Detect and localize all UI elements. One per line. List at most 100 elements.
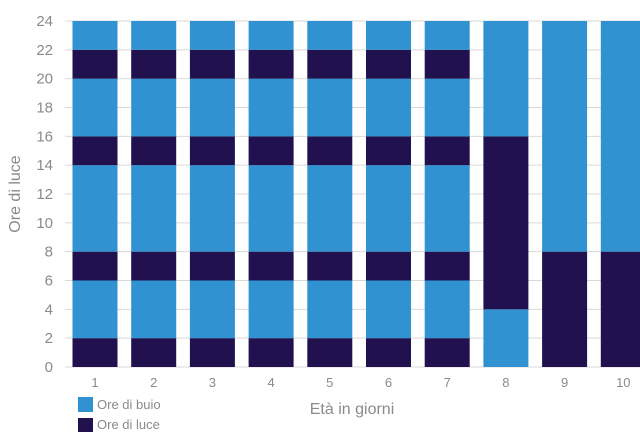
y-tick-label: 10 [36, 215, 53, 232]
bar-segment-ore-di-buio [424, 21, 470, 50]
x-axis-title: Età in giorni [310, 401, 395, 418]
bar-stack [600, 21, 640, 367]
bar-segment-ore-di-luce [424, 251, 470, 281]
legend: Ore di buio Ore di luce [78, 397, 161, 432]
bar-segment-ore-di-buio [307, 21, 353, 50]
x-tick-label: 4 [267, 375, 274, 390]
y-tick-label: 12 [36, 186, 53, 203]
bars [72, 21, 640, 367]
bar-segment-ore-di-buio [366, 21, 411, 50]
bar-segment-ore-di-buio [248, 21, 294, 50]
bar-segment-ore-di-buio [424, 165, 470, 252]
bar-segment-ore-di-luce [131, 251, 177, 281]
x-tick-label: 9 [561, 375, 568, 390]
bar-segment-ore-di-luce [248, 251, 294, 281]
bar-segment-ore-di-luce [131, 49, 177, 79]
bar-stack [366, 21, 411, 367]
bar-stack [189, 21, 235, 367]
bar-segment-ore-di-luce [189, 251, 235, 281]
bar-segment-ore-di-luce [189, 49, 235, 79]
bar-segment-ore-di-buio [72, 78, 118, 137]
x-tick-label: 3 [209, 375, 216, 390]
bar-segment-ore-di-luce [366, 49, 411, 79]
bar-segment-ore-di-luce [72, 338, 118, 367]
bar-stack [542, 21, 588, 367]
bar-segment-ore-di-buio [72, 21, 118, 50]
bar-segment-ore-di-luce [483, 136, 529, 310]
legend-swatch-dark [78, 397, 93, 412]
bar-segment-ore-di-buio [189, 78, 235, 137]
bar-segment-ore-di-buio [189, 21, 235, 50]
bar-stack [248, 21, 294, 367]
y-tick-label: 0 [45, 359, 53, 376]
x-tick-label: 1 [91, 375, 98, 390]
bar-segment-ore-di-luce [542, 251, 588, 367]
bar-segment-ore-di-luce [366, 338, 411, 367]
bar-segment-ore-di-buio [248, 280, 294, 339]
x-tick-label: 7 [444, 375, 451, 390]
legend-swatch-light [78, 418, 93, 432]
bar-segment-ore-di-buio [307, 78, 353, 137]
bar-segment-ore-di-buio [248, 165, 294, 252]
legend-label-dark: Ore di buio [97, 397, 161, 412]
bar-segment-ore-di-luce [307, 338, 353, 367]
bar-segment-ore-di-luce [72, 136, 118, 166]
bar-segment-ore-di-luce [248, 136, 294, 166]
x-tick-label: 6 [385, 375, 392, 390]
x-tick-label: 10 [616, 375, 630, 390]
bar-segment-ore-di-luce [189, 136, 235, 166]
y-tick-label: 24 [36, 13, 53, 30]
bar-segment-ore-di-buio [72, 165, 118, 252]
bar-segment-ore-di-luce [366, 251, 411, 281]
bar-segment-ore-di-buio [366, 78, 411, 137]
bar-segment-ore-di-luce [307, 251, 353, 281]
bar-stack [424, 21, 470, 367]
bar-stack [483, 21, 529, 367]
bar-segment-ore-di-buio [131, 165, 177, 252]
y-tick-label: 16 [36, 128, 53, 145]
bar-segment-ore-di-luce [424, 338, 470, 367]
y-tick-label: 2 [45, 330, 53, 347]
bar-segment-ore-di-buio [248, 78, 294, 137]
y-tick-label: 4 [45, 301, 53, 318]
bar-segment-ore-di-luce [248, 338, 294, 367]
legend-label-light: Ore di luce [97, 417, 160, 432]
bar-segment-ore-di-buio [366, 280, 411, 339]
bar-segment-ore-di-luce [366, 136, 411, 166]
bar-segment-ore-di-luce [424, 136, 470, 166]
bar-segment-ore-di-luce [424, 49, 470, 79]
bar-segment-ore-di-luce [307, 136, 353, 166]
bar-segment-ore-di-luce [189, 338, 235, 367]
bar-segment-ore-di-buio [131, 78, 177, 137]
bar-stack [307, 21, 353, 367]
y-axis-title: Ore di luce [7, 155, 24, 232]
x-tick-label: 2 [150, 375, 157, 390]
bar-segment-ore-di-buio [72, 280, 118, 339]
bar-segment-ore-di-buio [600, 21, 640, 252]
bar-segment-ore-di-luce [248, 49, 294, 79]
bar-segment-ore-di-buio [307, 280, 353, 339]
bar-segment-ore-di-luce [72, 49, 118, 79]
bar-segment-ore-di-buio [131, 280, 177, 339]
bar-segment-ore-di-buio [424, 78, 470, 137]
bar-segment-ore-di-buio [483, 309, 529, 367]
bar-segment-ore-di-buio [307, 165, 353, 252]
bar-segment-ore-di-buio [131, 21, 177, 50]
x-axis-ticks: 1 2 3 4 5 6 7 8 9 10 [91, 375, 630, 390]
bar-segment-ore-di-buio [189, 280, 235, 339]
y-tick-label: 20 [36, 71, 53, 88]
bar-segment-ore-di-buio [483, 21, 529, 137]
bar-stack [131, 21, 177, 367]
bar-segment-ore-di-buio [424, 280, 470, 339]
bar-segment-ore-di-luce [600, 251, 640, 367]
x-tick-label: 8 [502, 375, 509, 390]
bar-segment-ore-di-luce [131, 338, 177, 367]
bar-segment-ore-di-buio [189, 165, 235, 252]
bar-segment-ore-di-luce [307, 49, 353, 79]
y-tick-label: 22 [36, 42, 53, 59]
bar-segment-ore-di-buio [366, 165, 411, 252]
bar-stack [72, 21, 118, 367]
bar-segment-ore-di-buio [542, 21, 588, 252]
